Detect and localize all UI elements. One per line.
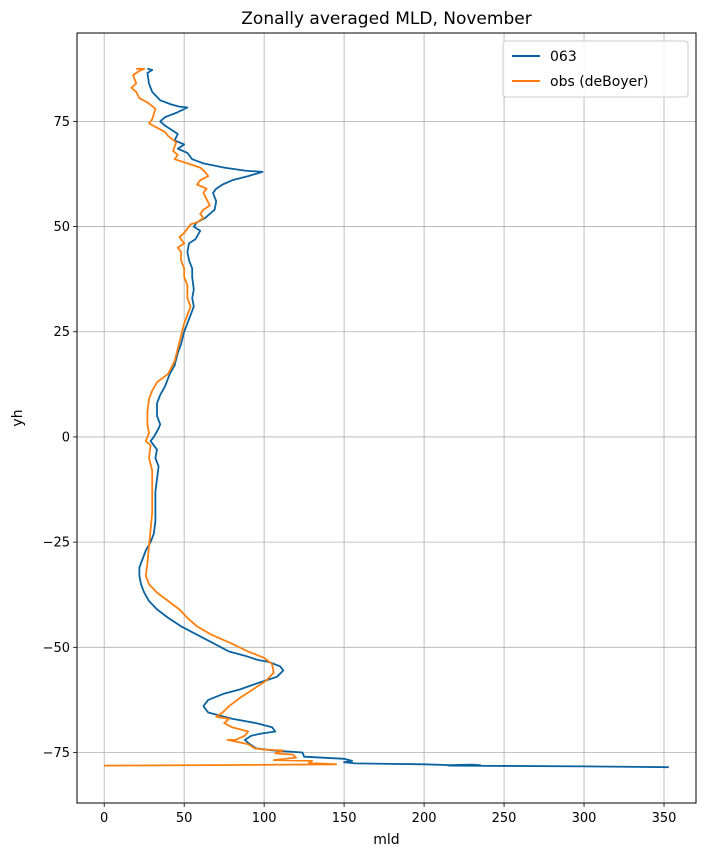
y-tick-label: 0 [62,430,70,445]
y-tick-label: 50 [53,220,70,235]
x-tick-label: 200 [412,811,437,826]
x-axis-label: mld [373,832,399,848]
y-tick-label: 75 [53,115,70,130]
x-tick-label: 100 [252,811,277,826]
x-tick-label: 0 [100,811,108,826]
y-tick-label: 25 [53,325,70,340]
x-tick-label: 350 [652,811,677,826]
y-tick-label: −50 [43,641,70,656]
x-tick-label: 250 [492,811,517,826]
y-tick-label: −25 [43,536,70,551]
legend: 063 obs (deBoyer) [502,40,689,98]
series-line-obs [104,67,338,767]
legend-label-063: 063 [550,49,577,65]
chart-title: Zonally averaged MLD, November [241,9,531,29]
legend-box [502,40,689,98]
x-tick-label: 50 [176,811,193,826]
series-line-063 [138,67,669,769]
x-tick-label: 300 [572,811,597,826]
grid-lines [77,33,696,803]
series-layer [104,67,669,769]
legend-label-obs: obs (deBoyer) [550,74,648,90]
plot-frame [76,32,697,804]
y-tick-label: −75 [43,746,70,761]
x-axis-ticks: 0 50 100 150 200 250 300 350 [100,803,676,826]
y-axis-ticks: −75 −50 −25 0 25 50 75 [43,115,77,761]
x-tick-label: 150 [332,811,357,826]
y-axis-label: yh [10,409,26,426]
